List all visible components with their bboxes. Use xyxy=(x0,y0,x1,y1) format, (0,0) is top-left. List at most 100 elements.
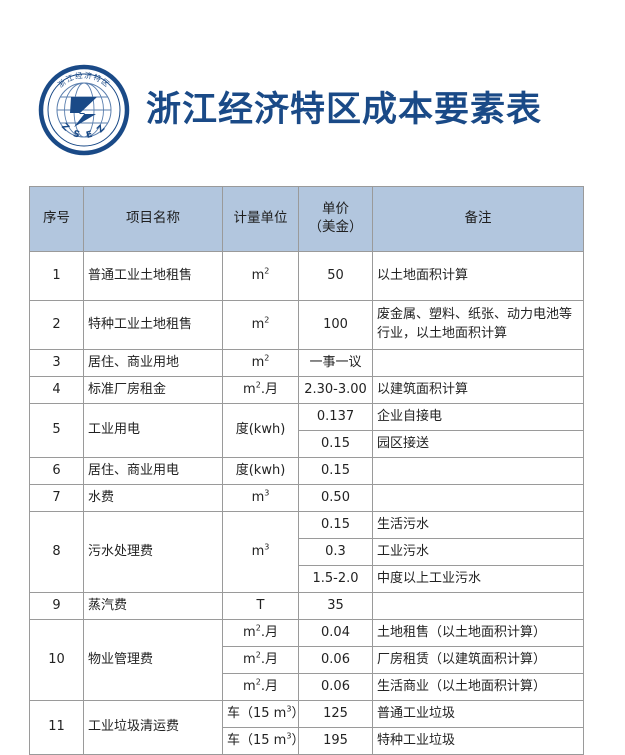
cell-no: 6 xyxy=(29,457,84,485)
cell-remark: 土地租售（以土地面积计算） xyxy=(372,619,584,647)
cell-no: 9 xyxy=(29,592,84,620)
cell-name: 物业管理费 xyxy=(83,619,223,701)
cell-unit: m2.月 xyxy=(222,673,299,701)
cell-name: 水费 xyxy=(83,484,223,512)
table-row: 10 物业管理费 m2.月 0.04 土地租售（以土地面积计算） xyxy=(29,619,584,701)
table-body: 1 普通工业土地租售 m2 50 以土地面积计算 2 特种工业土地租售 m2 1… xyxy=(29,251,584,755)
table-row: 11 工业垃圾清运费 车（15 m3） 125 普通工业垃圾 xyxy=(29,700,584,755)
unit-sup: 3 xyxy=(286,731,292,741)
cell-no: 11 xyxy=(29,700,84,755)
table-row: 0.3 工业污水 xyxy=(30,538,584,566)
cell-remark: 中度以上工业污水 xyxy=(372,565,584,593)
unit-base: m xyxy=(251,543,265,559)
cell-remark: 普通工业垃圾 xyxy=(372,700,584,728)
table-row: 8 污水处理费 m3 0.15 生活污水 xyxy=(29,511,584,593)
cell-price: 195 xyxy=(298,727,373,755)
table-row: 1 普通工业土地租售 m2 50 以土地面积计算 xyxy=(29,251,584,301)
cell-price: 一事一议 xyxy=(298,349,373,377)
cell-price: 100 xyxy=(298,300,373,350)
unit-base: 车（15 m xyxy=(227,732,287,748)
cell-name: 普通工业土地租售 xyxy=(83,251,223,301)
cell-remark: 工业污水 xyxy=(372,538,584,566)
cell-price: 0.50 xyxy=(298,484,373,512)
unit-base: m xyxy=(251,316,265,332)
cell-price: 0.3 xyxy=(298,538,373,566)
column-header-unit: 计量单位 xyxy=(222,186,299,252)
cell-unit: 车（15 m3） xyxy=(222,727,304,755)
cost-elements-table-wrap: 序号 项目名称 计量单位 单价 （美金） 备注 1 普通工业土地租售 m2 50… xyxy=(29,186,584,755)
unit-sup: 2 xyxy=(255,623,261,633)
cell-no: 10 xyxy=(29,619,84,701)
cell-price: 125 xyxy=(298,700,373,728)
cell-remark: 企业自接电 xyxy=(372,403,584,431)
cell-name: 工业用电 xyxy=(83,403,223,458)
cell-unit: 度(kwh) xyxy=(222,403,299,458)
cell-remark: 以建筑面积计算 xyxy=(372,376,584,404)
cell-no: 8 xyxy=(29,511,84,593)
unit-sup: 2 xyxy=(255,677,261,687)
cell-no: 7 xyxy=(29,484,84,512)
unit-suffix: ） xyxy=(291,705,305,721)
column-header-name: 项目名称 xyxy=(83,186,223,252)
table-header-row: 序号 项目名称 计量单位 单价 （美金） 备注 xyxy=(29,186,584,252)
zsez-emblem-icon: 浙江经济特区 Z S E Z xyxy=(38,64,130,156)
unit-sup: 2 xyxy=(264,315,270,325)
cell-price: 35 xyxy=(298,592,373,620)
unit-base: m xyxy=(243,678,256,694)
cost-elements-table: 序号 项目名称 计量单位 单价 （美金） 备注 1 普通工业土地租售 m2 50… xyxy=(29,186,584,755)
unit-base: m xyxy=(243,651,256,667)
cell-price: 0.15 xyxy=(298,511,373,539)
unit-sup: 3 xyxy=(286,704,292,714)
unit-price-line-1: 单价 xyxy=(322,201,349,218)
unit-price-line-2: （美金） xyxy=(308,219,363,235)
cell-name: 污水处理费 xyxy=(83,511,223,593)
cell-price: 0.15 xyxy=(298,430,373,458)
page-title: 浙江经济特区成本要素表 xyxy=(146,89,543,130)
unit-suffix: .月 xyxy=(260,381,278,397)
cell-price: 0.15 xyxy=(298,457,373,485)
zsez-emblem-logo: 浙江经济特区 Z S E Z xyxy=(34,64,134,156)
cell-no: 3 xyxy=(29,349,84,377)
unit-sup: 2 xyxy=(255,380,261,390)
unit-base: m xyxy=(251,354,265,370)
cell-remark: 园区接送 xyxy=(372,430,584,458)
cell-unit: m2 xyxy=(222,300,299,350)
table-row: 5 工业用电 度(kwh) 0.137 企业自接电 xyxy=(29,403,584,458)
unit-suffix: .月 xyxy=(260,624,278,640)
cell-remark xyxy=(372,592,584,620)
column-header-unit-price: 单价 （美金） xyxy=(298,186,373,252)
cell-unit: m2.月 xyxy=(222,376,299,404)
unit-base: m xyxy=(243,624,256,640)
cell-price: 1.5-2.0 xyxy=(298,565,373,593)
table-row: 9 蒸汽费 T 35 xyxy=(29,592,584,620)
cell-no: 5 xyxy=(29,403,84,458)
cell-remark: 厂房租赁（以建筑面积计算） xyxy=(372,646,584,674)
unit-sup: 2 xyxy=(264,266,270,276)
cell-price: 0.06 xyxy=(298,673,373,701)
cell-unit: m2 xyxy=(222,349,299,377)
unit-base: T xyxy=(256,597,265,613)
cell-price: 0.04 xyxy=(298,619,373,647)
table-row: 3 居住、商业用地 m2 一事一议 xyxy=(29,349,584,377)
unit-base: 车（15 m xyxy=(227,705,287,721)
cell-price: 50 xyxy=(298,251,373,301)
cell-name: 工业垃圾清运费 xyxy=(83,700,223,755)
cell-unit: m2.月 xyxy=(222,646,299,674)
cell-unit: 车（15 m3） xyxy=(222,700,304,728)
unit-sup: 3 xyxy=(264,542,270,552)
cell-unit: m3 xyxy=(222,484,299,512)
page-header: 浙江经济特区 Z S E Z 浙江经济特区成本要素表 xyxy=(0,55,625,165)
unit-suffix: ） xyxy=(291,732,305,748)
cell-unit: T xyxy=(222,592,299,620)
cell-unit: m3 xyxy=(222,511,299,593)
unit-base: m xyxy=(251,267,265,283)
unit-base: 度(kwh) xyxy=(235,462,286,478)
cell-remark xyxy=(372,457,584,485)
cell-remark: 特种工业垃圾 xyxy=(372,727,584,755)
cell-remark xyxy=(372,349,584,377)
cell-price: 0.06 xyxy=(298,646,373,674)
column-header-no: 序号 xyxy=(29,186,84,252)
cell-price: 0.137 xyxy=(298,403,373,431)
table-row: 7 水费 m3 0.50 xyxy=(29,484,584,512)
cell-unit: m2.月 xyxy=(222,619,299,647)
